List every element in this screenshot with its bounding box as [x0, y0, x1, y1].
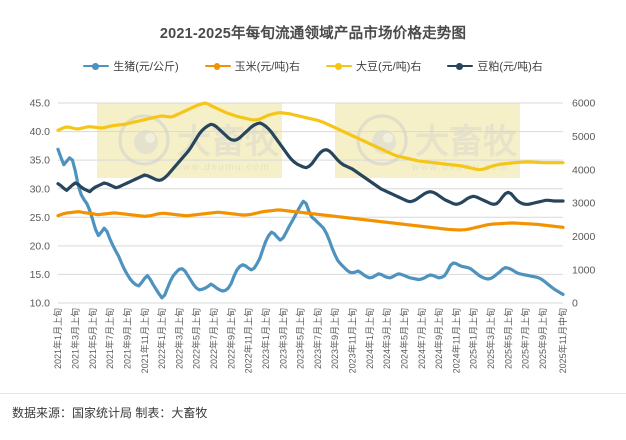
- left-axis-tick: 40.0: [30, 126, 51, 138]
- chart-title: 2021-2025年每旬流通领域产品市场价格走势图: [159, 26, 467, 42]
- x-axis-tick: 2025年9月上旬: [537, 308, 548, 369]
- x-axis-tick: 2022年5月上旬: [191, 308, 202, 369]
- x-axis-tick: 2023年5月上旬: [295, 308, 306, 369]
- x-axis-tick: 2024年7月上旬: [416, 308, 427, 369]
- left-axis-tick: 30.0: [30, 183, 51, 195]
- right-axis-labels: 0 1000 2000 3000 4000 5000 6000: [572, 98, 596, 310]
- x-axis-tick: 2023年3月上旬: [277, 308, 288, 369]
- x-axis-labels: 2021年1月上旬 2021年3月上旬 2021年5月上旬 2021年7月上旬 2021…: [52, 308, 568, 373]
- left-axis-tick: 10.0: [30, 298, 51, 310]
- watermark-text: 大畜牧: [415, 122, 518, 161]
- series-line-soymeal: [56, 121, 565, 206]
- watermark-url: www.dxumu.com: [173, 162, 270, 173]
- x-axis-tick: 2022年3月上旬: [173, 308, 184, 369]
- right-axis-tick: 2000: [572, 231, 596, 243]
- x-axis-tick: 2024年9月上旬: [433, 308, 444, 369]
- x-axis-tick: 2021年3月上旬: [70, 308, 81, 369]
- footer-divider: [0, 393, 626, 394]
- right-axis-tick: 6000: [572, 98, 596, 110]
- x-axis-tick: 2025年5月上旬: [502, 308, 513, 369]
- legend-swatch-corn: [204, 61, 231, 71]
- left-axis-tick: 25.0: [30, 212, 51, 224]
- legend-swatch-soybean: [326, 61, 352, 71]
- x-axis-tick: 2024年3月上旬: [381, 308, 392, 369]
- x-axis-tick: 2022年1月上旬: [156, 308, 167, 369]
- right-axis-tick: 5000: [572, 131, 596, 143]
- legend-swatch-pig: [83, 61, 110, 71]
- legend-label: 玉米(元/吨)右: [234, 61, 300, 73]
- x-axis-tick: 2025年1月上旬: [468, 308, 479, 369]
- x-axis-tick: 2022年7月上旬: [208, 308, 219, 369]
- series-lines: [56, 101, 565, 300]
- x-axis-tick: 2021年1月上旬: [52, 308, 63, 369]
- x-axis-tick: 2021年11月上旬: [139, 308, 150, 373]
- right-axis-tick: 4000: [572, 164, 596, 176]
- x-axis-tick: 2024年11月上旬: [450, 308, 461, 373]
- right-axis-tick: 3000: [572, 198, 596, 210]
- left-axis-tick: 15.0: [30, 269, 51, 281]
- highlight-band-1: [97, 103, 282, 178]
- series-line-corn: [56, 208, 565, 232]
- left-axis-tick: 35.0: [30, 155, 51, 167]
- series-line-soybean: [56, 101, 565, 172]
- highlight-bands: [97, 103, 520, 178]
- x-axis-tick: 2025年3月上旬: [485, 308, 496, 369]
- x-axis-tick: 2021年5月上旬: [87, 308, 98, 369]
- legend-label: 豆粕(元/吨)右: [477, 61, 543, 73]
- x-axis-tick: 2023年11月上旬: [347, 308, 358, 373]
- x-axis-tick: 2022年9月上旬: [225, 308, 236, 369]
- legend-item-soybean[interactable]: 大豆(元/吨)右: [326, 58, 421, 74]
- left-axis-tick: 45.0: [30, 98, 51, 110]
- chart-legend: 生猪(元/公斤) 玉米(元/吨)右 大豆(元/吨)右 豆粕(元/吨)右: [0, 58, 626, 74]
- legend-item-corn[interactable]: 玉米(元/吨)右: [204, 58, 300, 74]
- x-axis-tick: 2025年11月中旬: [557, 308, 568, 373]
- right-axis-tick: 1000: [572, 264, 596, 276]
- footer-source-note: 数据来源：国家统计局 制表：大畜牧: [12, 406, 208, 420]
- x-axis-tick: 2021年9月上旬: [121, 308, 132, 369]
- left-axis-labels: 10.0 15.0 20.0 25.0 30.0 35.0 40.0 45.0: [30, 98, 51, 310]
- legend-item-soymeal[interactable]: 豆粕(元/吨)右: [447, 58, 543, 74]
- x-axis-tick: 2023年7月上旬: [312, 308, 323, 369]
- legend-item-pig[interactable]: 生猪(元/公斤): [83, 58, 179, 74]
- x-axis-tick: 2023年9月上旬: [329, 308, 340, 369]
- legend-label: 生猪(元/公斤): [113, 61, 179, 73]
- legend-swatch-soymeal: [447, 61, 474, 71]
- legend-label: 大豆(元/吨)右: [356, 61, 422, 73]
- left-axis-tick: 20.0: [30, 240, 51, 252]
- watermark-text: 大畜牧: [177, 122, 280, 161]
- watermark-url: www.dxumu.com: [411, 162, 508, 173]
- x-axis-tick: 2023年1月上旬: [260, 308, 271, 369]
- right-axis-tick: 0: [572, 298, 578, 310]
- x-axis-tick: 2024年5月上旬: [398, 308, 409, 369]
- x-axis-tick: 2021年7月上旬: [104, 308, 115, 369]
- x-axis-tick: 2024年1月上旬: [364, 308, 375, 369]
- x-axis-tick: 2022年11月上旬: [243, 308, 254, 373]
- x-axis-tick: 2025年7月上旬: [520, 308, 531, 369]
